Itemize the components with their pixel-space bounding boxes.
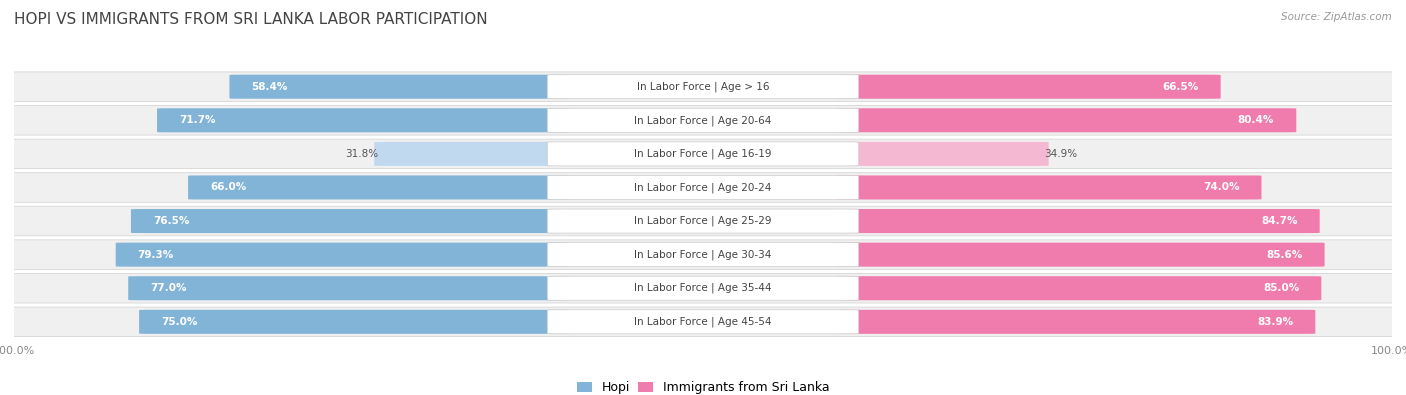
FancyBboxPatch shape <box>0 206 1406 236</box>
Text: 66.0%: 66.0% <box>209 182 246 192</box>
FancyBboxPatch shape <box>547 209 859 233</box>
FancyBboxPatch shape <box>0 105 1406 135</box>
FancyBboxPatch shape <box>0 72 1406 102</box>
FancyBboxPatch shape <box>128 276 569 300</box>
Text: In Labor Force | Age 16-19: In Labor Force | Age 16-19 <box>634 149 772 159</box>
Text: 58.4%: 58.4% <box>252 82 288 92</box>
Text: 75.0%: 75.0% <box>162 317 197 327</box>
FancyBboxPatch shape <box>0 173 1406 202</box>
Text: 66.5%: 66.5% <box>1163 82 1198 92</box>
Legend: Hopi, Immigrants from Sri Lanka: Hopi, Immigrants from Sri Lanka <box>572 376 834 395</box>
Text: In Labor Force | Age 20-64: In Labor Force | Age 20-64 <box>634 115 772 126</box>
FancyBboxPatch shape <box>139 310 569 334</box>
FancyBboxPatch shape <box>0 273 1406 303</box>
Text: In Labor Force | Age 35-44: In Labor Force | Age 35-44 <box>634 283 772 293</box>
Text: 34.9%: 34.9% <box>1045 149 1077 159</box>
FancyBboxPatch shape <box>547 243 859 267</box>
Text: HOPI VS IMMIGRANTS FROM SRI LANKA LABOR PARTICIPATION: HOPI VS IMMIGRANTS FROM SRI LANKA LABOR … <box>14 12 488 27</box>
FancyBboxPatch shape <box>131 209 569 233</box>
FancyBboxPatch shape <box>837 175 1261 199</box>
FancyBboxPatch shape <box>547 142 859 166</box>
FancyBboxPatch shape <box>837 243 1324 267</box>
Text: In Labor Force | Age > 16: In Labor Force | Age > 16 <box>637 81 769 92</box>
FancyBboxPatch shape <box>547 75 859 99</box>
Text: 79.3%: 79.3% <box>138 250 174 260</box>
Text: 71.7%: 71.7% <box>179 115 215 125</box>
FancyBboxPatch shape <box>547 108 859 132</box>
Text: 85.0%: 85.0% <box>1263 283 1299 293</box>
Text: 83.9%: 83.9% <box>1257 317 1294 327</box>
FancyBboxPatch shape <box>0 139 1406 169</box>
FancyBboxPatch shape <box>837 108 1296 132</box>
FancyBboxPatch shape <box>837 276 1322 300</box>
FancyBboxPatch shape <box>547 175 859 199</box>
Text: Source: ZipAtlas.com: Source: ZipAtlas.com <box>1281 12 1392 22</box>
FancyBboxPatch shape <box>188 175 569 199</box>
FancyBboxPatch shape <box>374 142 569 166</box>
FancyBboxPatch shape <box>837 75 1220 99</box>
FancyBboxPatch shape <box>157 108 569 132</box>
FancyBboxPatch shape <box>0 240 1406 269</box>
Text: 74.0%: 74.0% <box>1204 182 1240 192</box>
Text: In Labor Force | Age 30-34: In Labor Force | Age 30-34 <box>634 249 772 260</box>
Text: 31.8%: 31.8% <box>346 149 378 159</box>
Text: 84.7%: 84.7% <box>1261 216 1298 226</box>
FancyBboxPatch shape <box>0 307 1406 337</box>
FancyBboxPatch shape <box>547 310 859 334</box>
Text: In Labor Force | Age 25-29: In Labor Force | Age 25-29 <box>634 216 772 226</box>
Text: In Labor Force | Age 20-24: In Labor Force | Age 20-24 <box>634 182 772 193</box>
Text: 77.0%: 77.0% <box>150 283 187 293</box>
FancyBboxPatch shape <box>115 243 569 267</box>
Text: 85.6%: 85.6% <box>1267 250 1302 260</box>
FancyBboxPatch shape <box>837 310 1316 334</box>
Text: In Labor Force | Age 45-54: In Labor Force | Age 45-54 <box>634 316 772 327</box>
FancyBboxPatch shape <box>837 209 1320 233</box>
FancyBboxPatch shape <box>547 276 859 300</box>
FancyBboxPatch shape <box>837 142 1049 166</box>
FancyBboxPatch shape <box>229 75 569 99</box>
Text: 80.4%: 80.4% <box>1237 115 1274 125</box>
Text: 76.5%: 76.5% <box>153 216 190 226</box>
